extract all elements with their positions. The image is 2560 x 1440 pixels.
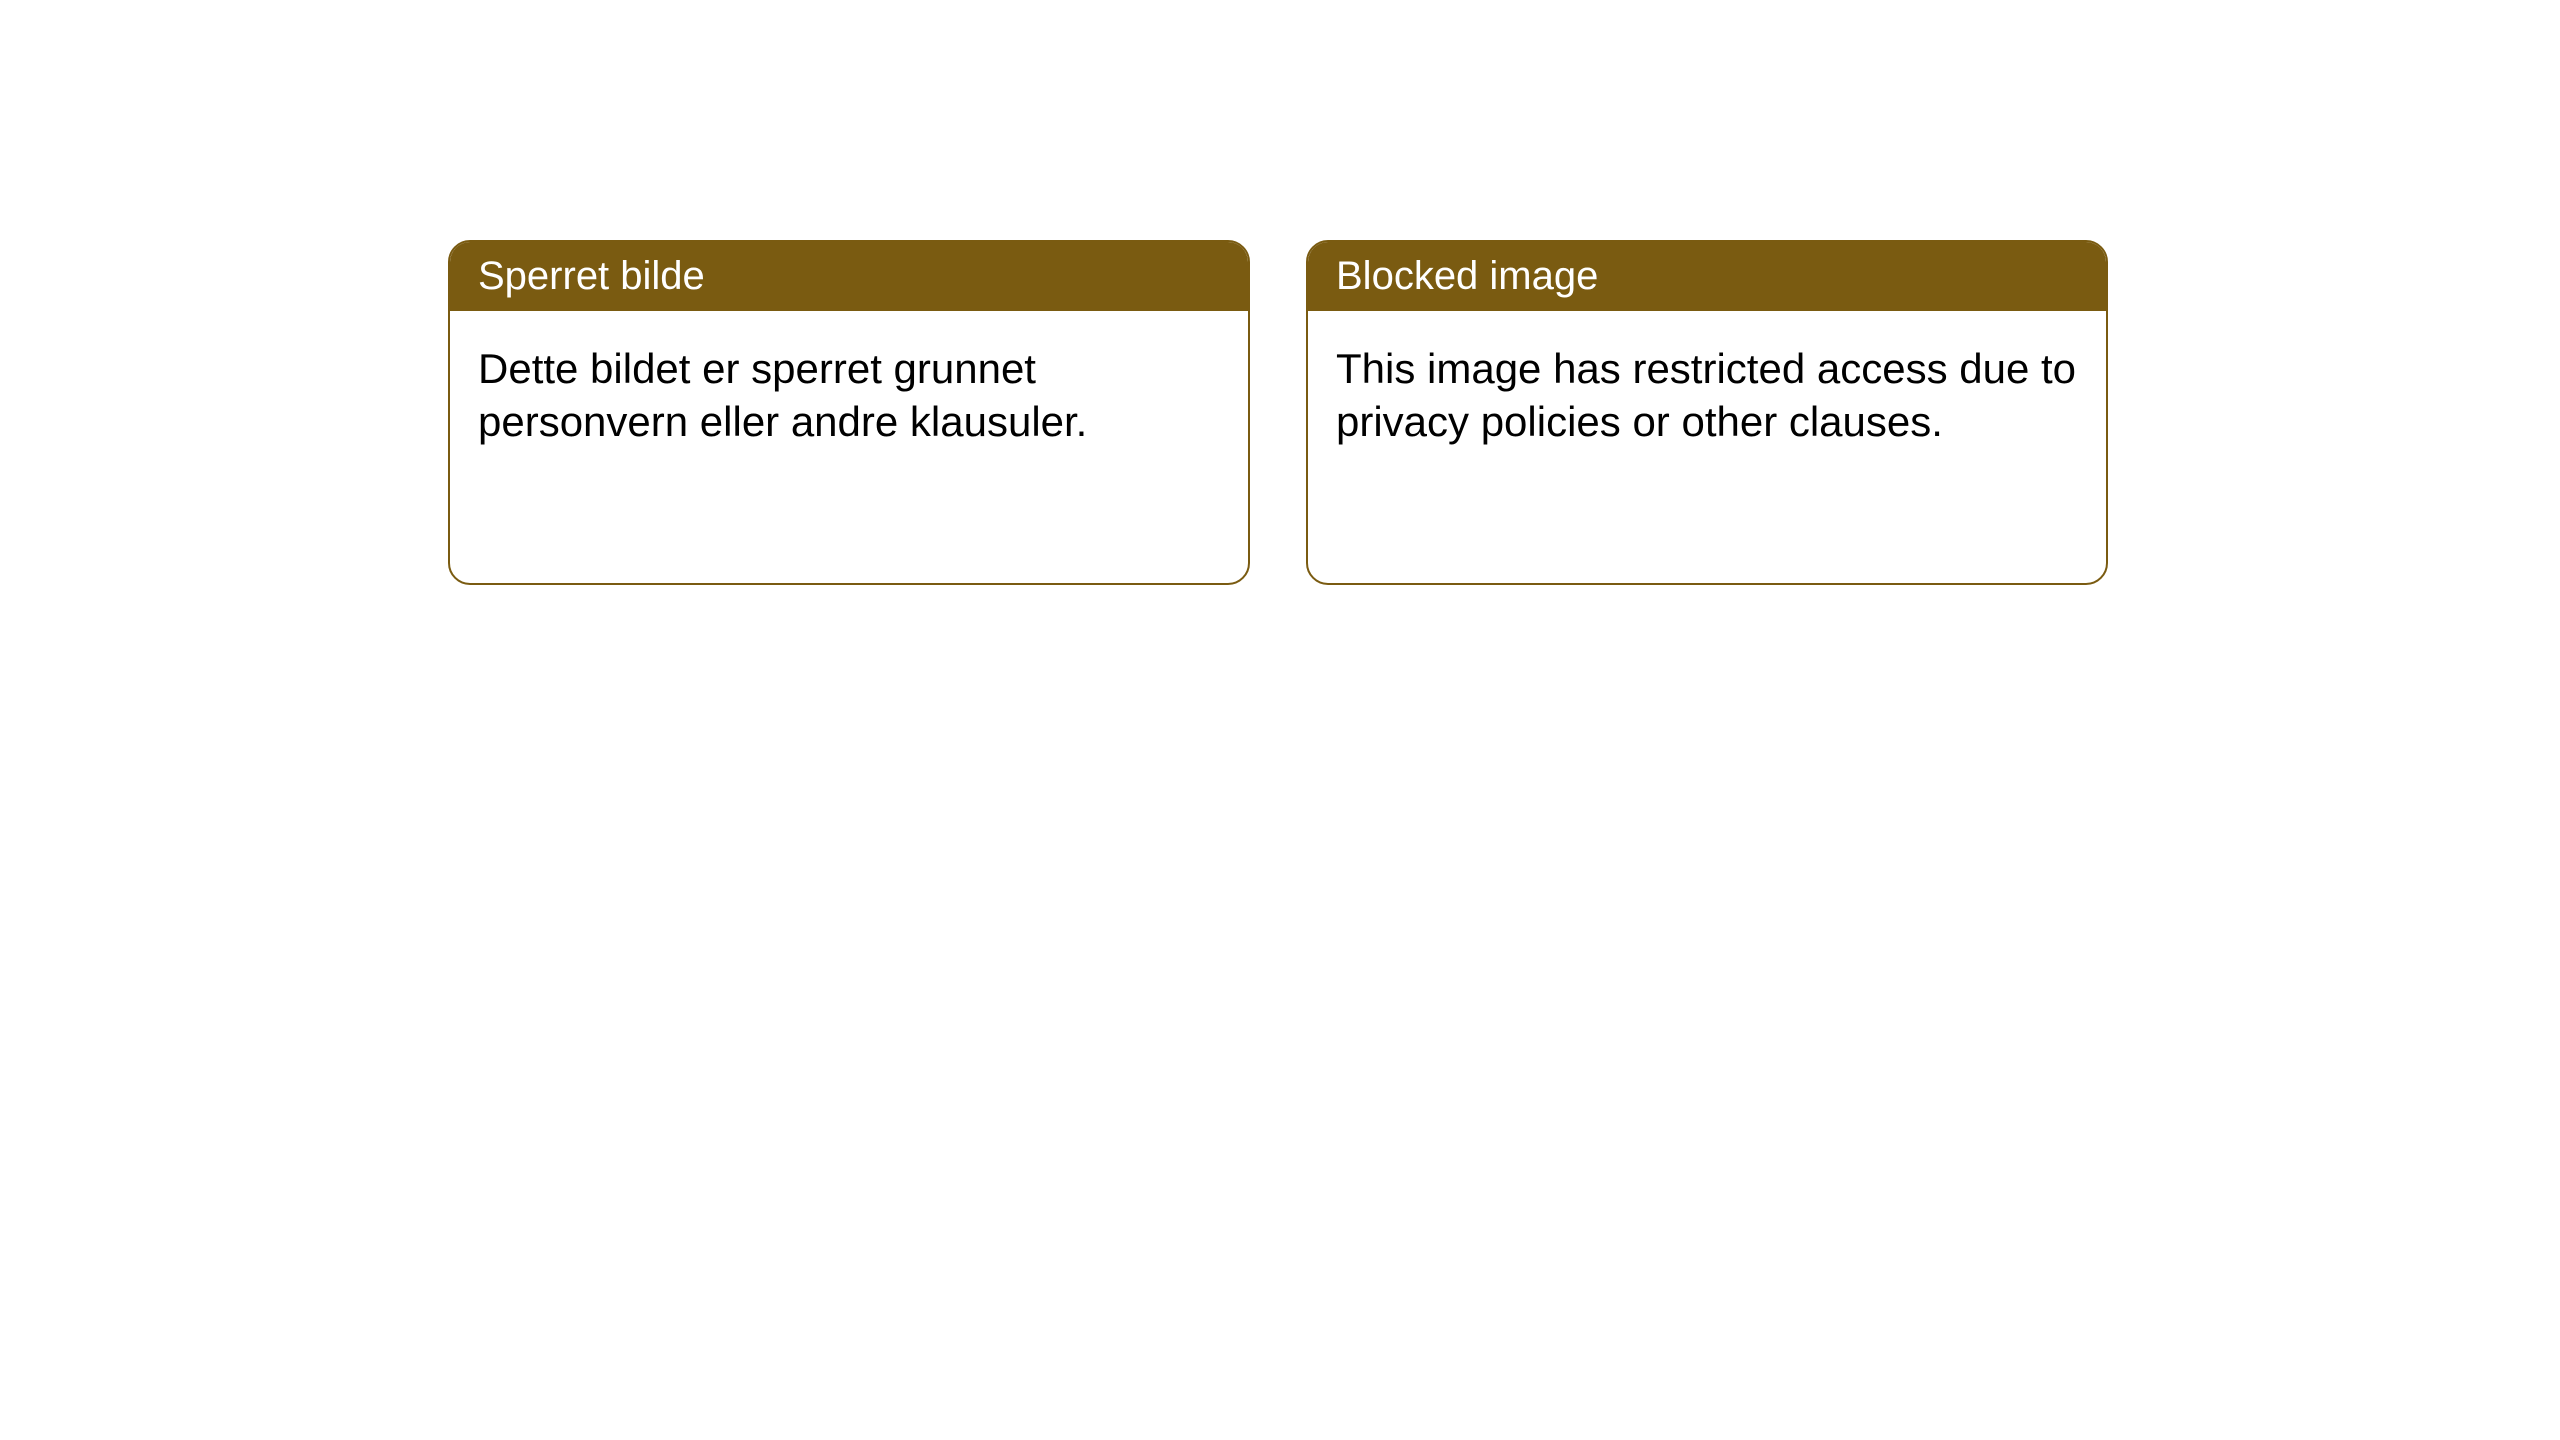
card-body-text: This image has restricted access due to …: [1336, 345, 2076, 445]
card-title: Blocked image: [1336, 254, 1598, 298]
card-header: Blocked image: [1308, 242, 2106, 311]
card-body: Dette bildet er sperret grunnet personve…: [450, 311, 1248, 583]
card-body: This image has restricted access due to …: [1308, 311, 2106, 583]
card-header: Sperret bilde: [450, 242, 1248, 311]
notice-card-norwegian: Sperret bilde Dette bildet er sperret gr…: [448, 240, 1250, 585]
card-title: Sperret bilde: [478, 254, 705, 298]
notice-cards-container: Sperret bilde Dette bildet er sperret gr…: [448, 240, 2108, 585]
card-body-text: Dette bildet er sperret grunnet personve…: [478, 345, 1087, 445]
notice-card-english: Blocked image This image has restricted …: [1306, 240, 2108, 585]
